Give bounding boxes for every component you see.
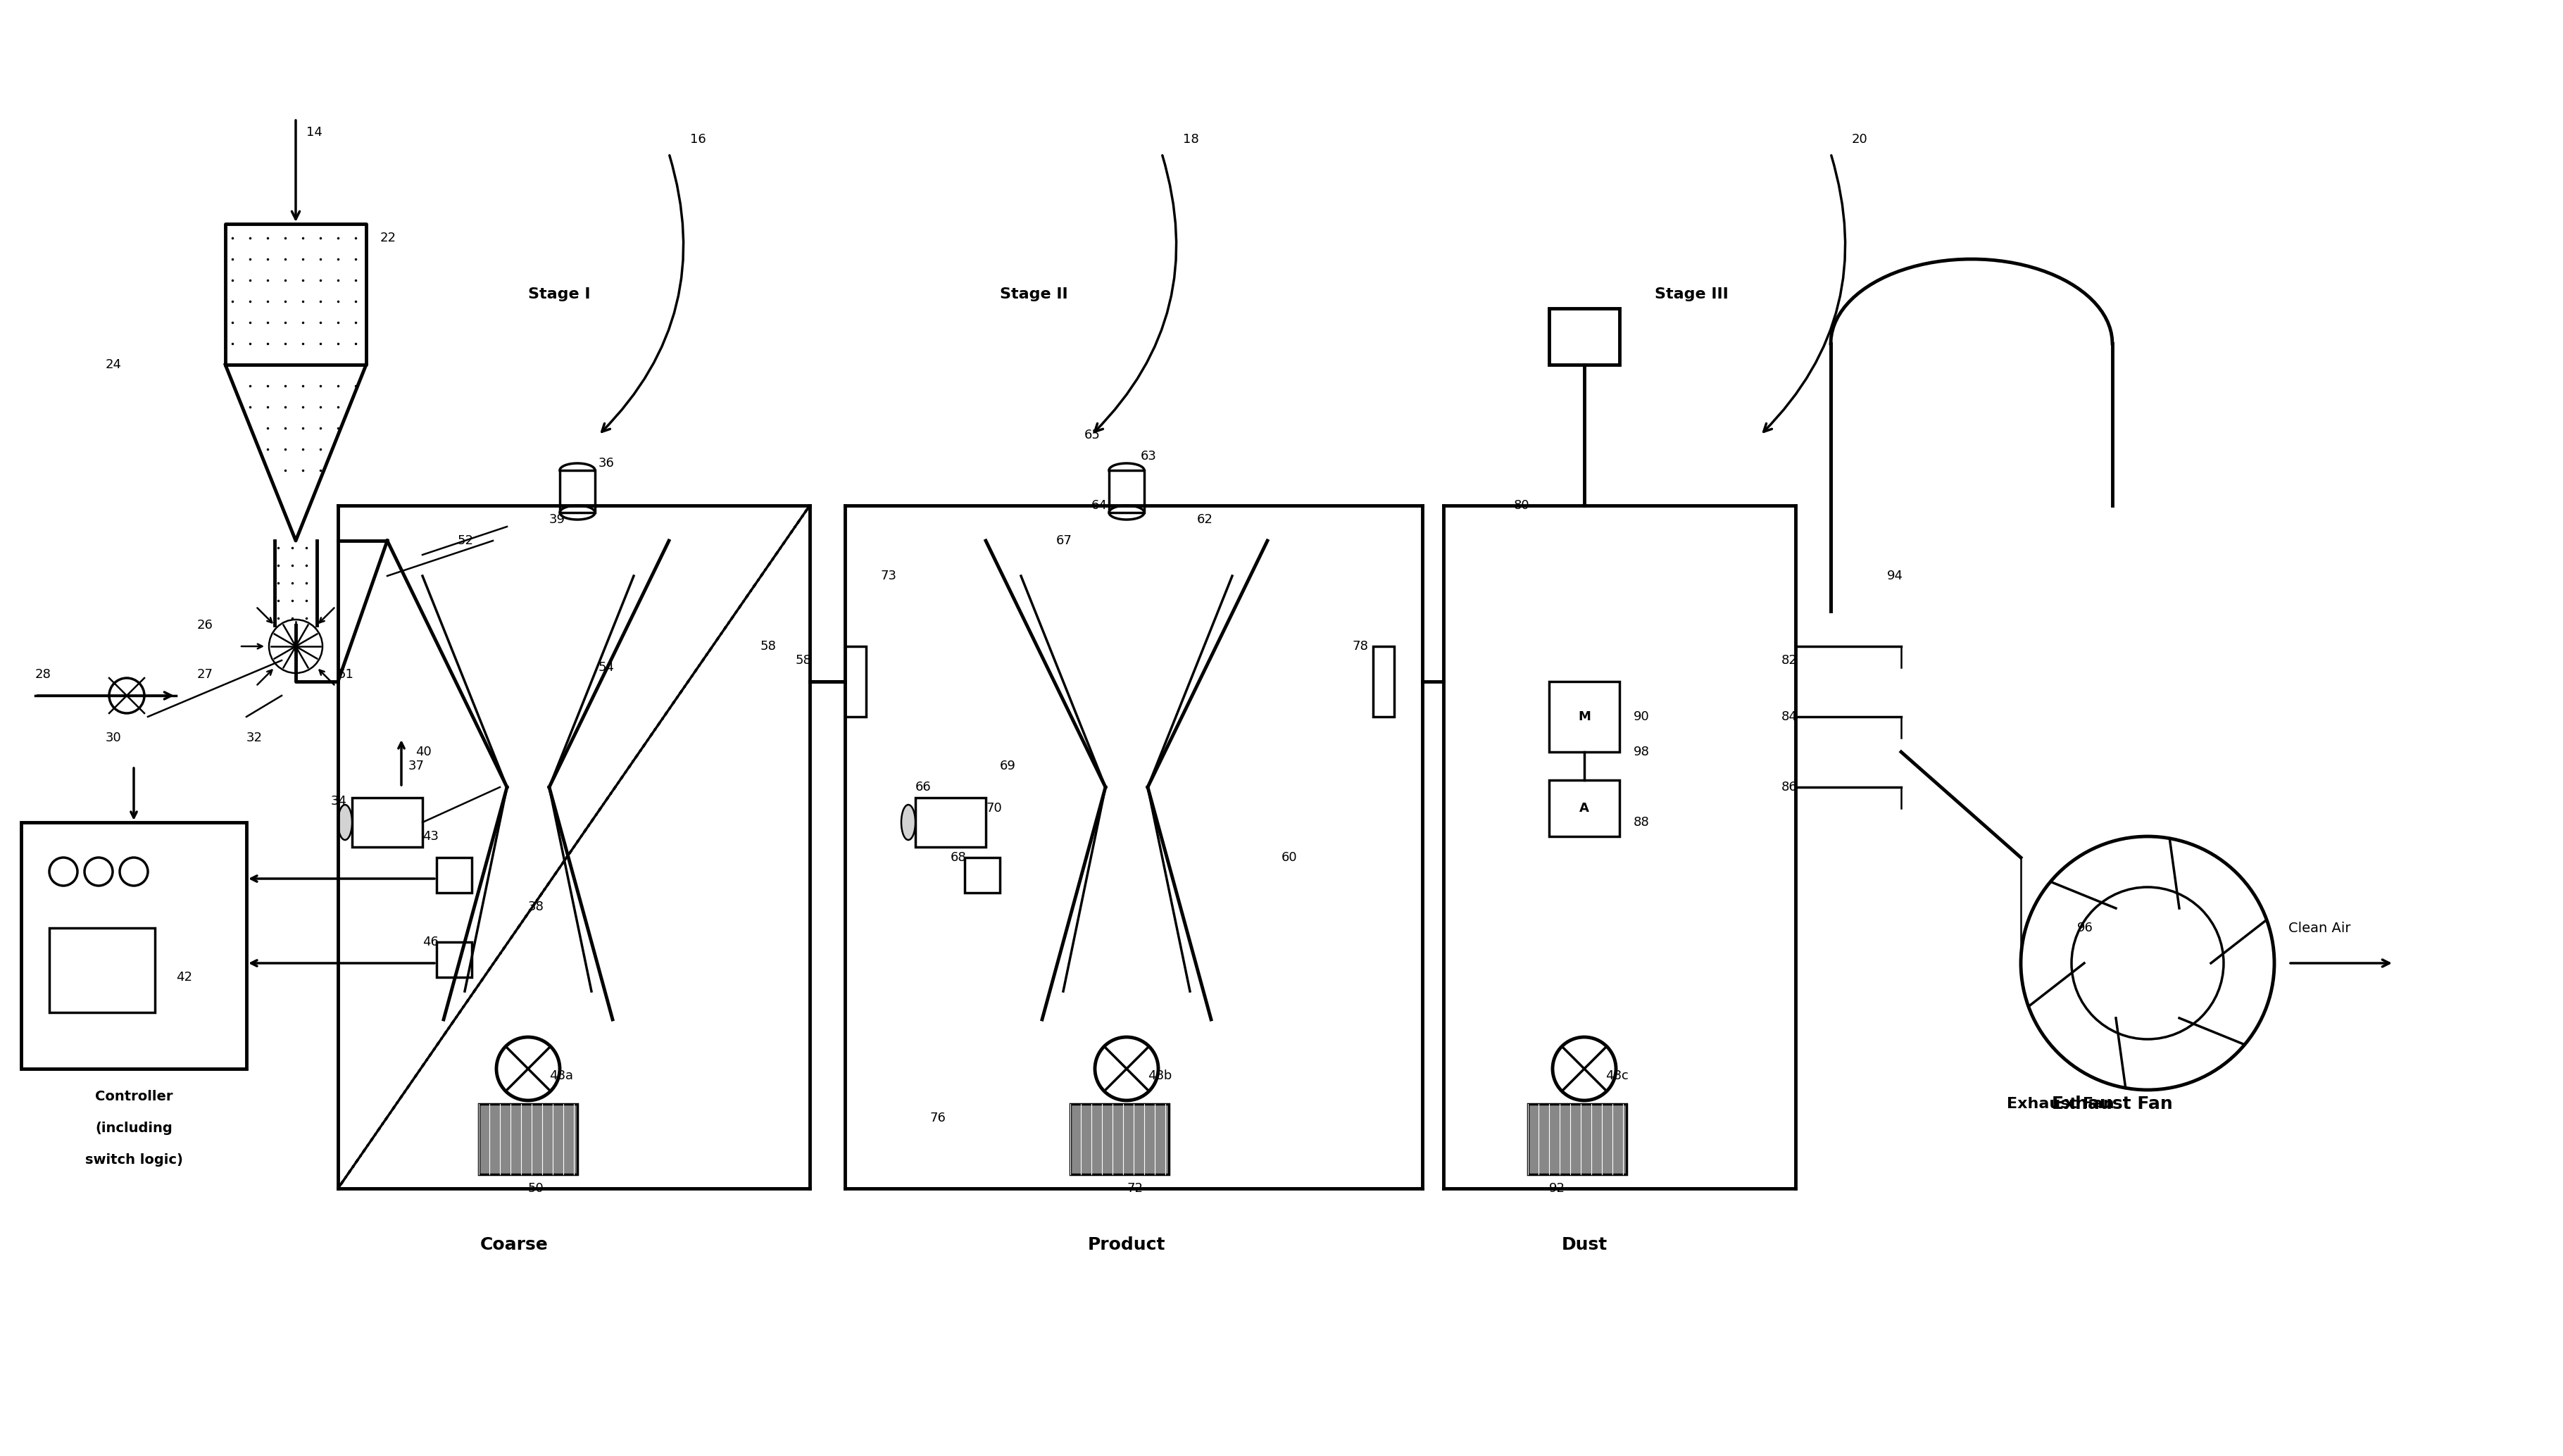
Text: 64: 64 xyxy=(1092,499,1107,513)
Text: 63: 63 xyxy=(1141,450,1156,463)
Text: Exhaust Fan: Exhaust Fan xyxy=(2007,1096,2114,1111)
Text: 73: 73 xyxy=(879,569,897,582)
Text: 82: 82 xyxy=(1781,654,1797,667)
Text: 58: 58 xyxy=(761,641,777,652)
Text: Coarse: Coarse xyxy=(479,1236,548,1254)
Text: 94: 94 xyxy=(1886,569,1904,582)
Text: 51: 51 xyxy=(338,668,354,681)
Text: 42: 42 xyxy=(177,971,192,984)
Text: 16: 16 xyxy=(689,132,705,146)
Text: 72: 72 xyxy=(1128,1182,1143,1195)
Text: 52: 52 xyxy=(459,534,474,547)
Text: Product: Product xyxy=(1087,1236,1166,1254)
Text: M: M xyxy=(1579,711,1592,724)
Bar xyxy=(964,858,1000,893)
Text: 39: 39 xyxy=(548,514,566,526)
Text: 28: 28 xyxy=(36,668,51,681)
Text: 76: 76 xyxy=(930,1112,946,1124)
Ellipse shape xyxy=(338,805,351,840)
Bar xyxy=(846,646,866,716)
Ellipse shape xyxy=(902,805,915,840)
Text: A: A xyxy=(1579,802,1589,814)
Text: 30: 30 xyxy=(105,731,120,744)
Bar xyxy=(1548,309,1620,364)
Text: 62: 62 xyxy=(1197,514,1212,526)
Bar xyxy=(479,1104,577,1175)
Text: 86: 86 xyxy=(1781,780,1797,794)
Bar xyxy=(1110,470,1143,513)
Bar xyxy=(49,927,154,1012)
Text: switch logic): switch logic) xyxy=(85,1153,182,1166)
Text: 18: 18 xyxy=(1184,132,1199,146)
Text: 92: 92 xyxy=(1548,1182,1566,1195)
Text: 24: 24 xyxy=(105,358,123,371)
Text: 68: 68 xyxy=(951,852,966,863)
Text: 69: 69 xyxy=(1000,760,1015,772)
Text: Clean Air: Clean Air xyxy=(2289,922,2350,935)
Text: 88: 88 xyxy=(1633,815,1651,828)
Text: Stage I: Stage I xyxy=(528,287,589,301)
Text: 84: 84 xyxy=(1781,711,1797,724)
Bar xyxy=(559,470,595,513)
Text: 26: 26 xyxy=(197,619,213,632)
Text: 48a: 48a xyxy=(548,1070,574,1082)
Text: 54: 54 xyxy=(600,661,615,674)
Text: 32: 32 xyxy=(246,731,261,744)
Text: 48b: 48b xyxy=(1148,1070,1171,1082)
Text: 90: 90 xyxy=(1633,711,1651,724)
Bar xyxy=(436,942,472,977)
Text: 65: 65 xyxy=(1084,428,1100,441)
Text: Stage III: Stage III xyxy=(1656,287,1727,301)
Bar xyxy=(1548,681,1620,751)
Bar xyxy=(21,823,246,1069)
Text: 48c: 48c xyxy=(1604,1070,1628,1082)
Bar xyxy=(915,798,987,847)
Text: 50: 50 xyxy=(528,1182,543,1195)
Text: 60: 60 xyxy=(1282,852,1297,863)
Text: 67: 67 xyxy=(1056,534,1071,547)
Text: 96: 96 xyxy=(2076,922,2094,935)
Bar xyxy=(1374,646,1394,716)
Bar xyxy=(436,858,472,893)
Bar xyxy=(351,798,423,847)
Text: Controller: Controller xyxy=(95,1091,172,1104)
Text: 43: 43 xyxy=(423,830,438,843)
Text: 37: 37 xyxy=(408,760,425,772)
Text: 98: 98 xyxy=(1633,745,1651,759)
Text: (including: (including xyxy=(95,1121,172,1134)
Text: 14: 14 xyxy=(308,127,323,138)
Text: 70: 70 xyxy=(987,802,1002,814)
Text: 78: 78 xyxy=(1351,641,1369,652)
Text: Exhaust Fan: Exhaust Fan xyxy=(2053,1095,2173,1112)
Text: 40: 40 xyxy=(415,745,431,759)
Text: 36: 36 xyxy=(600,457,615,470)
Text: 20: 20 xyxy=(1853,132,1868,146)
Ellipse shape xyxy=(559,463,595,478)
Bar xyxy=(1548,780,1620,836)
Text: 66: 66 xyxy=(915,780,930,794)
Text: 34: 34 xyxy=(331,795,346,808)
Text: 46: 46 xyxy=(423,936,438,948)
Text: 22: 22 xyxy=(379,232,397,245)
Ellipse shape xyxy=(1110,463,1143,478)
Text: Dust: Dust xyxy=(1561,1236,1607,1254)
Bar xyxy=(1071,1104,1169,1175)
Text: 38: 38 xyxy=(528,900,543,913)
Text: 58: 58 xyxy=(795,654,812,667)
Bar xyxy=(1528,1104,1628,1175)
Text: 80: 80 xyxy=(1515,499,1530,513)
Text: 27: 27 xyxy=(197,668,213,681)
Text: Stage II: Stage II xyxy=(1000,287,1069,301)
